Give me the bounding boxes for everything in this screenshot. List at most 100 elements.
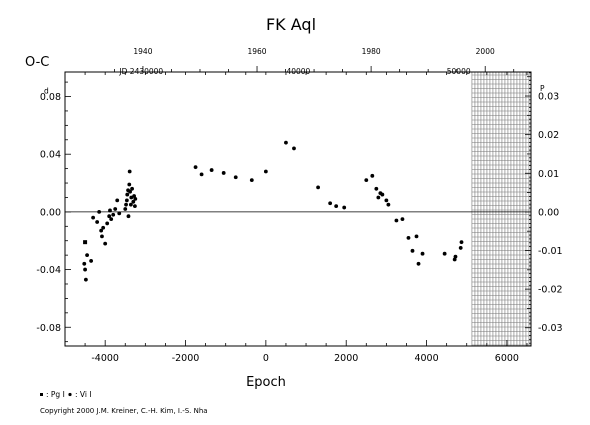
copyright-credit: Copyright 2000 J.M. Kreiner, C.-H. Kim, … [40, 407, 208, 415]
top-axis-ticks: 1940 1960 1980 2000 JD 2430000 40000 50000 [114, 47, 515, 76]
data-point [384, 198, 389, 203]
data-point [128, 202, 133, 207]
legend-label-pg: : Pg I [46, 390, 65, 399]
x-tick-label: 0 [263, 353, 269, 364]
data-point [284, 140, 288, 145]
plot-frame [64, 71, 532, 347]
y-unit-superscript: d [44, 87, 49, 96]
data-point [458, 246, 463, 250]
data-point [233, 175, 238, 180]
data-point [124, 202, 128, 207]
data-point [99, 228, 104, 233]
data-point [127, 182, 132, 187]
data-point [328, 201, 333, 206]
year-tick-label: 1960 [247, 47, 266, 56]
data-point [130, 186, 134, 191]
y-tick-label: 0.08 [40, 92, 61, 103]
y-tick-label: 0.04 [40, 150, 61, 161]
jd-label: JD 2430000 [118, 67, 163, 76]
data-point [199, 172, 204, 177]
data-point [83, 267, 87, 272]
x-tick-label: -2000 [172, 353, 200, 364]
right-tick-label: 0.00 [538, 207, 559, 218]
data-point-square [83, 240, 88, 245]
year-tick-label: 1940 [133, 47, 152, 56]
right-tick-label: 0.03 [538, 92, 559, 103]
right-unit-superscript: P [540, 84, 545, 93]
data-point [82, 261, 87, 266]
year-tick-label: 2000 [476, 47, 495, 56]
data-point [406, 235, 411, 240]
y-tick-label: -0.04 [36, 265, 61, 276]
data-point [105, 221, 110, 226]
x-axis-label: Epoch [246, 375, 286, 390]
data-point [117, 211, 122, 216]
y-tick-label: 0.00 [40, 207, 61, 218]
left-axis-ticks: 0.08 0.04 0.00 -0.04 -0.08 d [36, 81, 71, 343]
right-tick-label: -0.01 [538, 246, 563, 257]
future-hatch-region [471, 72, 531, 346]
data-point [364, 178, 369, 183]
data-point [101, 225, 106, 230]
data-point [263, 169, 268, 174]
data-point [83, 277, 88, 282]
x-tick-label: 6000 [495, 353, 519, 364]
data-point [133, 204, 137, 209]
data-point [85, 253, 89, 258]
jd-label: 50000 [447, 67, 471, 76]
data-point [400, 217, 405, 221]
data-point [131, 199, 136, 204]
data-point [394, 218, 399, 223]
data-point [420, 251, 425, 256]
data-point [95, 220, 100, 224]
data-point [386, 202, 391, 207]
data-point [380, 192, 385, 197]
data-point [115, 198, 120, 203]
data-point [370, 173, 375, 178]
data-point [97, 209, 102, 214]
data-point [376, 195, 381, 200]
right-tick-label: 0.01 [538, 169, 559, 180]
data-point [342, 205, 347, 210]
year-tick-label: 1980 [362, 47, 381, 56]
data-point [103, 241, 108, 246]
legend-circle-marker [68, 392, 72, 397]
data-point [410, 248, 415, 253]
data-point [209, 168, 214, 172]
right-tick-label: -0.02 [538, 285, 563, 296]
jd-label: 40000 [286, 67, 310, 76]
legend: : Pg I : Vi I [40, 390, 92, 399]
data-point [107, 214, 112, 219]
data-point [133, 197, 138, 201]
data-point [123, 207, 128, 211]
data-point [334, 204, 339, 209]
data-point [129, 195, 134, 200]
data-point [414, 234, 419, 239]
chart-title: FK Aql [266, 15, 316, 34]
legend-square-marker [40, 393, 43, 396]
data-point [221, 171, 226, 175]
data-point [91, 215, 96, 220]
data-point [249, 178, 254, 183]
right-tick-label: -0.03 [538, 323, 563, 334]
data-point [125, 192, 130, 197]
data-point [128, 189, 132, 194]
x-tick-label: 2000 [334, 353, 358, 364]
data-point [416, 261, 421, 266]
x-tick-label: -4000 [91, 353, 119, 364]
data-point [442, 251, 447, 256]
data-point [126, 214, 131, 219]
data-point [459, 240, 464, 245]
x-tick-label: 4000 [414, 353, 438, 364]
data-point [132, 194, 136, 198]
data-point [127, 169, 132, 174]
data-points [82, 140, 464, 282]
data-point [292, 146, 296, 151]
data-point [124, 198, 129, 203]
data-point [89, 259, 94, 263]
data-point [374, 186, 379, 191]
y-tick-label: -0.08 [36, 323, 61, 334]
right-tick-label: 0.02 [538, 130, 559, 141]
data-point [193, 165, 198, 170]
